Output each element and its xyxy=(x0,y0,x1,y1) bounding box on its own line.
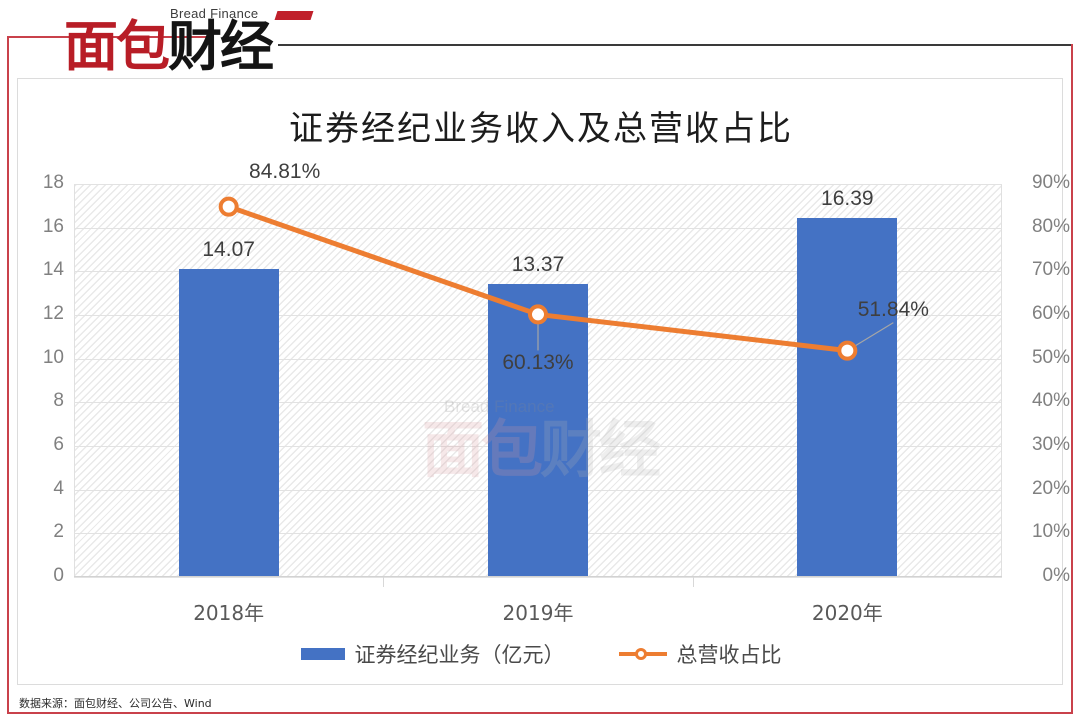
left-axis-tick-label: 0 xyxy=(53,565,64,586)
chart-title: 证券经纪业务收入及总营收占比 xyxy=(289,109,793,149)
right-axis-tick-label: 30% xyxy=(1031,434,1070,455)
frame-border-right xyxy=(1071,44,1073,714)
percent-value-label: 84.81% xyxy=(249,159,321,183)
right-axis-tick-label: 90% xyxy=(1031,172,1070,193)
x-axis-tick-label: 2020年 xyxy=(811,601,883,625)
chart-legend: 证券经纪业务（亿元） 总营收占比 xyxy=(18,639,1064,669)
legend-item-bar[interactable]: 证券经纪业务（亿元） xyxy=(300,639,565,669)
left-axis-tick-label: 10 xyxy=(42,346,64,368)
legend-item-line[interactable]: 总营收占比 xyxy=(618,639,782,669)
plot-area xyxy=(74,184,1002,578)
right-axis-tick-label: 70% xyxy=(1031,259,1070,281)
frame-border-top-left xyxy=(7,36,209,38)
bar-value-label: 16.39 xyxy=(821,187,874,211)
left-axis-tick-label: 2 xyxy=(53,521,64,543)
left-axis-tick-label: 16 xyxy=(42,215,64,237)
legend-bar-swatch-icon xyxy=(300,648,345,660)
percent-value-label: 51.84% xyxy=(857,297,929,321)
brand-english-name: Bread Finance xyxy=(170,6,259,21)
legend-label-line: 总营收占比 xyxy=(676,643,782,667)
percent-value-label: 60.13% xyxy=(502,351,574,375)
left-axis-tick-label: 8 xyxy=(53,390,64,412)
brand-logo: Bread Finance 面包财经 xyxy=(64,6,314,78)
left-axis-tick-label: 6 xyxy=(53,434,64,455)
brand-chinese-name-red: 面包 xyxy=(64,15,170,78)
frame-border-left xyxy=(7,36,9,714)
left-axis-tick-label: 14 xyxy=(42,259,64,281)
bar-value-label: 13.37 xyxy=(511,253,565,277)
right-axis-tick-label: 10% xyxy=(1031,521,1070,543)
right-axis-tick-label: 0% xyxy=(1042,565,1070,586)
left-axis-tick-label: 12 xyxy=(42,303,64,324)
x-axis-tick-label: 2018年 xyxy=(193,601,265,625)
gridline xyxy=(74,577,1002,578)
category-tick xyxy=(692,577,694,587)
right-axis-tick-label: 80% xyxy=(1031,215,1070,237)
brand-accent-bar-icon xyxy=(274,11,314,20)
legend-label-bar: 证券经纪业务（亿元） xyxy=(354,643,565,667)
brand-chinese-name-black: 财经 xyxy=(168,15,274,78)
left-axis-tick-label: 4 xyxy=(53,477,64,499)
bar[interactable] xyxy=(797,218,898,576)
gridline xyxy=(74,184,1002,185)
bar[interactable] xyxy=(488,284,588,576)
right-axis-tick-label: 40% xyxy=(1031,390,1070,412)
x-axis-tick-label: 2019年 xyxy=(502,601,574,625)
category-tick xyxy=(383,577,385,587)
bar[interactable] xyxy=(178,268,279,576)
right-axis-tick-label: 60% xyxy=(1031,303,1070,324)
right-axis-tick-label: 50% xyxy=(1031,346,1070,368)
brand-chinese-name: 面包财经 xyxy=(64,15,274,78)
legend-line-marker-icon xyxy=(618,646,667,662)
x-axis-baseline xyxy=(74,576,1002,577)
chart-container: 证券经纪业务收入及总营收占比 0 2 4 6 8 10 12 14 16 18 0% 10% 20% 3… xyxy=(17,78,1070,685)
left-axis-tick-label: 18 xyxy=(42,172,64,193)
right-axis-tick-label: 20% xyxy=(1031,477,1070,499)
source-note: 数据来源：面包财经、公司公告、Wind xyxy=(19,697,212,710)
frame-border-bottom xyxy=(7,712,1073,714)
frame-rule-top-right xyxy=(278,44,1073,46)
bar-value-label: 14.07 xyxy=(202,237,255,261)
